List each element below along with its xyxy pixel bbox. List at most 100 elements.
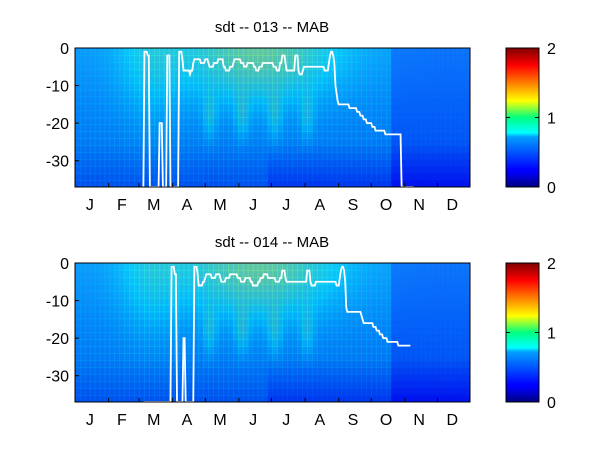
heatmap-cell xyxy=(252,367,259,375)
heatmap-cell xyxy=(376,332,382,341)
heatmap-cell xyxy=(257,180,264,187)
heatmap-cell xyxy=(228,325,234,334)
heatmap-cell xyxy=(228,339,234,347)
heatmap-cell xyxy=(312,117,318,126)
heatmap-cell xyxy=(79,263,86,271)
heatmap-cell xyxy=(331,131,338,139)
heatmap-cell xyxy=(149,68,155,77)
heatmap-cell xyxy=(292,339,298,347)
heatmap-cell xyxy=(129,381,135,389)
heatmap-cell xyxy=(198,124,204,132)
heatmap-cell xyxy=(415,110,422,119)
heatmap-cell xyxy=(89,96,96,105)
heatmap-cell xyxy=(430,159,437,167)
heatmap-cell xyxy=(445,353,451,361)
heatmap-cell xyxy=(252,54,259,63)
heatmap-cell xyxy=(326,325,333,334)
heatmap-cell xyxy=(237,138,244,146)
heatmap-cell xyxy=(84,395,91,402)
heatmap-cell xyxy=(104,353,111,361)
heatmap-cell xyxy=(405,367,412,375)
heatmap-cell xyxy=(84,346,91,354)
heatmap-cell xyxy=(158,54,165,63)
heatmap-cell xyxy=(312,360,318,368)
heatmap-cell xyxy=(445,290,451,299)
heatmap-cell xyxy=(149,367,155,375)
heatmap-cell xyxy=(272,318,279,327)
heatmap-cell xyxy=(223,82,229,91)
heatmap-cell xyxy=(79,145,86,153)
heatmap-cell xyxy=(242,297,249,306)
heatmap-cell xyxy=(297,388,303,396)
heatmap-cell xyxy=(302,360,308,368)
heatmap-cell xyxy=(233,381,239,389)
heatmap-cell xyxy=(188,48,195,56)
heatmap-cell xyxy=(395,82,402,91)
heatmap-cell xyxy=(351,318,358,327)
heatmap-cell xyxy=(154,290,160,299)
heatmap-cell xyxy=(405,75,412,84)
heatmap-cell xyxy=(149,395,155,402)
heatmap-cell xyxy=(188,353,195,361)
heatmap-cell xyxy=(435,180,441,187)
heatmap-cell xyxy=(386,138,392,146)
heatmap-cell xyxy=(460,166,466,174)
heatmap-cell xyxy=(99,353,106,361)
heatmap-cell xyxy=(465,263,470,271)
heatmap-cell xyxy=(139,276,145,285)
heatmap-cell xyxy=(262,82,269,91)
panel-1-heatmap-cells xyxy=(75,48,470,187)
heatmap-cell xyxy=(218,82,224,91)
heatmap-cell xyxy=(228,145,234,153)
heatmap-cell xyxy=(262,283,269,292)
heatmap-cell xyxy=(316,269,323,278)
heatmap-cell xyxy=(415,180,422,187)
heatmap-cell xyxy=(213,48,219,56)
heatmap-cell xyxy=(312,311,318,320)
heatmap-cell xyxy=(465,388,470,396)
heatmap-cell xyxy=(193,276,200,285)
heatmap-cell xyxy=(381,332,387,341)
heatmap-cell xyxy=(287,159,293,167)
heatmap-cell xyxy=(75,68,81,77)
heatmap-cell xyxy=(237,283,244,292)
heatmap-cell xyxy=(400,311,407,320)
heatmap-cell xyxy=(277,304,283,313)
heatmap-cell xyxy=(109,304,116,313)
heatmap-cell xyxy=(173,103,180,112)
heatmap-cell xyxy=(361,48,367,56)
heatmap-cell xyxy=(193,117,200,126)
heatmap-cell xyxy=(356,374,362,382)
heatmap-cell xyxy=(326,173,333,181)
heatmap-cell xyxy=(267,276,274,285)
heatmap-cell xyxy=(237,117,244,126)
heatmap-cell xyxy=(257,297,264,306)
heatmap-cell xyxy=(154,131,160,139)
heatmap-cell xyxy=(366,61,372,70)
heatmap-cell xyxy=(89,48,96,56)
heatmap-cell xyxy=(218,290,224,299)
heatmap-cell xyxy=(450,159,456,167)
heatmap-cell xyxy=(425,96,432,105)
heatmap-cell xyxy=(312,166,318,174)
heatmap-cell xyxy=(287,388,293,396)
heatmap-cell xyxy=(109,173,116,181)
heatmap-cell xyxy=(277,290,283,299)
heatmap-cell xyxy=(124,311,130,320)
heatmap-cell xyxy=(218,395,224,402)
heatmap-cell xyxy=(252,353,259,361)
heatmap-cell xyxy=(247,367,254,375)
heatmap-cell xyxy=(247,332,254,341)
heatmap-cell xyxy=(252,103,259,112)
heatmap-cell xyxy=(124,297,130,306)
heatmap-cell xyxy=(420,138,427,146)
heatmap-cell xyxy=(223,297,229,306)
heatmap-cell xyxy=(262,360,269,368)
heatmap-cell xyxy=(84,339,91,347)
heatmap-cell xyxy=(312,103,318,112)
heatmap-cell xyxy=(252,96,259,105)
heatmap-cell xyxy=(356,297,362,306)
heatmap-cell xyxy=(267,103,274,112)
heatmap-cell xyxy=(237,360,244,368)
heatmap-cell xyxy=(400,173,407,181)
